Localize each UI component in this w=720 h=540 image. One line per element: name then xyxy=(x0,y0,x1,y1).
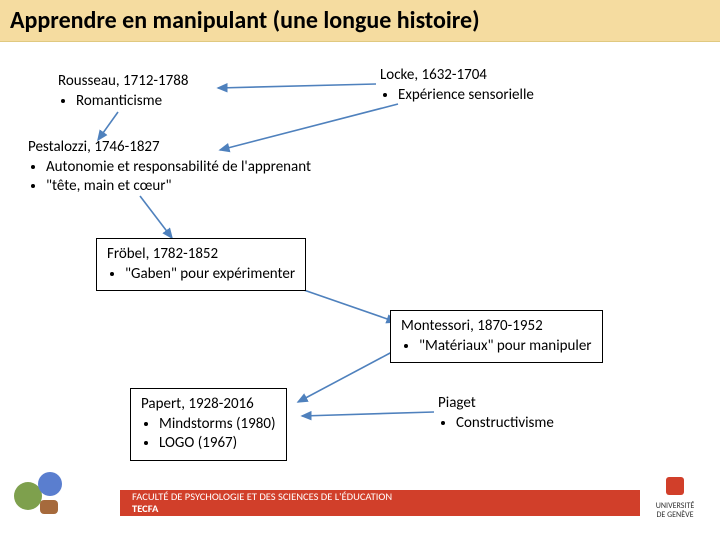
title-bar: Apprendre en manipulant (une longue hist… xyxy=(0,0,720,42)
node-frobel-points: "Gaben" pour expérimenter xyxy=(125,265,295,285)
node-papert: Papert, 1928-2016Mindstorms (1980)LOGO (… xyxy=(130,388,287,461)
faculty-label: FACULTÉ DE PSYCHOLOGIE ET DES SCIENCES D… xyxy=(132,491,392,514)
arrow-pestalozzi-to-frobel xyxy=(140,196,172,238)
node-rousseau-point: Romanticisme xyxy=(76,92,188,112)
node-locke: Locke, 1632-1704Expérience sensorielle xyxy=(380,66,534,105)
node-pestalozzi-point: Autonomie et responsabilité de l'apprena… xyxy=(46,158,311,178)
faculty-line1: FACULTÉ DE PSYCHOLOGIE ET DES SCIENCES D… xyxy=(132,491,392,503)
node-rousseau-points: Romanticisme xyxy=(76,92,188,112)
university-line2: DE GENÈVE xyxy=(640,511,710,520)
node-frobel-name: Fröbel, 1782-1852 xyxy=(107,245,295,265)
arrow-locke-to-rousseau xyxy=(218,84,376,88)
footer-bar: FACULTÉ DE PSYCHOLOGIE ET DES SCIENCES D… xyxy=(120,490,640,516)
decorative-clip-art xyxy=(10,468,70,518)
node-pestalozzi-point: "tête, main et cœur" xyxy=(46,177,311,197)
node-papert-point: LOGO (1967) xyxy=(159,434,276,454)
node-locke-points: Expérience sensorielle xyxy=(398,86,534,106)
arrow-frobel-to-montessori xyxy=(298,288,396,322)
node-frobel: Fröbel, 1782-1852"Gaben" pour expériment… xyxy=(96,238,306,291)
node-montessori-point: "Matériaux" pour manipuler xyxy=(419,337,592,357)
node-rousseau: Rousseau, 1712-1788Romanticisme xyxy=(58,72,188,111)
arrow-rousseau-to-pestalozzi xyxy=(98,112,118,140)
node-piaget: PiagetConstructivisme xyxy=(438,394,554,433)
node-locke-point: Expérience sensorielle xyxy=(398,86,534,106)
faculty-line2: TECFA xyxy=(132,503,392,515)
node-papert-points: Mindstorms (1980)LOGO (1967) xyxy=(159,415,276,454)
node-papert-point: Mindstorms (1980) xyxy=(159,415,276,435)
node-montessori-points: "Matériaux" pour manipuler xyxy=(419,337,592,357)
node-pestalozzi-points: Autonomie et responsabilité de l'apprena… xyxy=(46,158,311,197)
node-montessori-name: Montessori, 1870-1952 xyxy=(401,317,592,337)
node-montessori: Montessori, 1870-1952"Matériaux" pour ma… xyxy=(390,310,603,363)
university-mark-icon xyxy=(666,477,684,495)
node-piaget-points: Constructivisme xyxy=(456,414,554,434)
node-piaget-point: Constructivisme xyxy=(456,414,554,434)
node-pestalozzi-name: Pestalozzi, 1746-1827 xyxy=(28,138,311,158)
node-pestalozzi: Pestalozzi, 1746-1827Autonomie et respon… xyxy=(28,138,311,197)
node-piaget-name: Piaget xyxy=(438,394,554,414)
node-papert-name: Papert, 1928-2016 xyxy=(141,395,276,415)
node-rousseau-name: Rousseau, 1712-1788 xyxy=(58,72,188,92)
page-title: Apprendre en manipulant (une longue hist… xyxy=(10,6,710,35)
arrow-montessori-to-papert xyxy=(298,352,392,402)
node-locke-name: Locke, 1632-1704 xyxy=(380,66,534,86)
university-logo: UNIVERSITÉ DE GENÈVE xyxy=(640,477,710,520)
node-frobel-point: "Gaben" pour expérimenter xyxy=(125,265,295,285)
arrow-piaget-to-papert xyxy=(302,412,434,416)
